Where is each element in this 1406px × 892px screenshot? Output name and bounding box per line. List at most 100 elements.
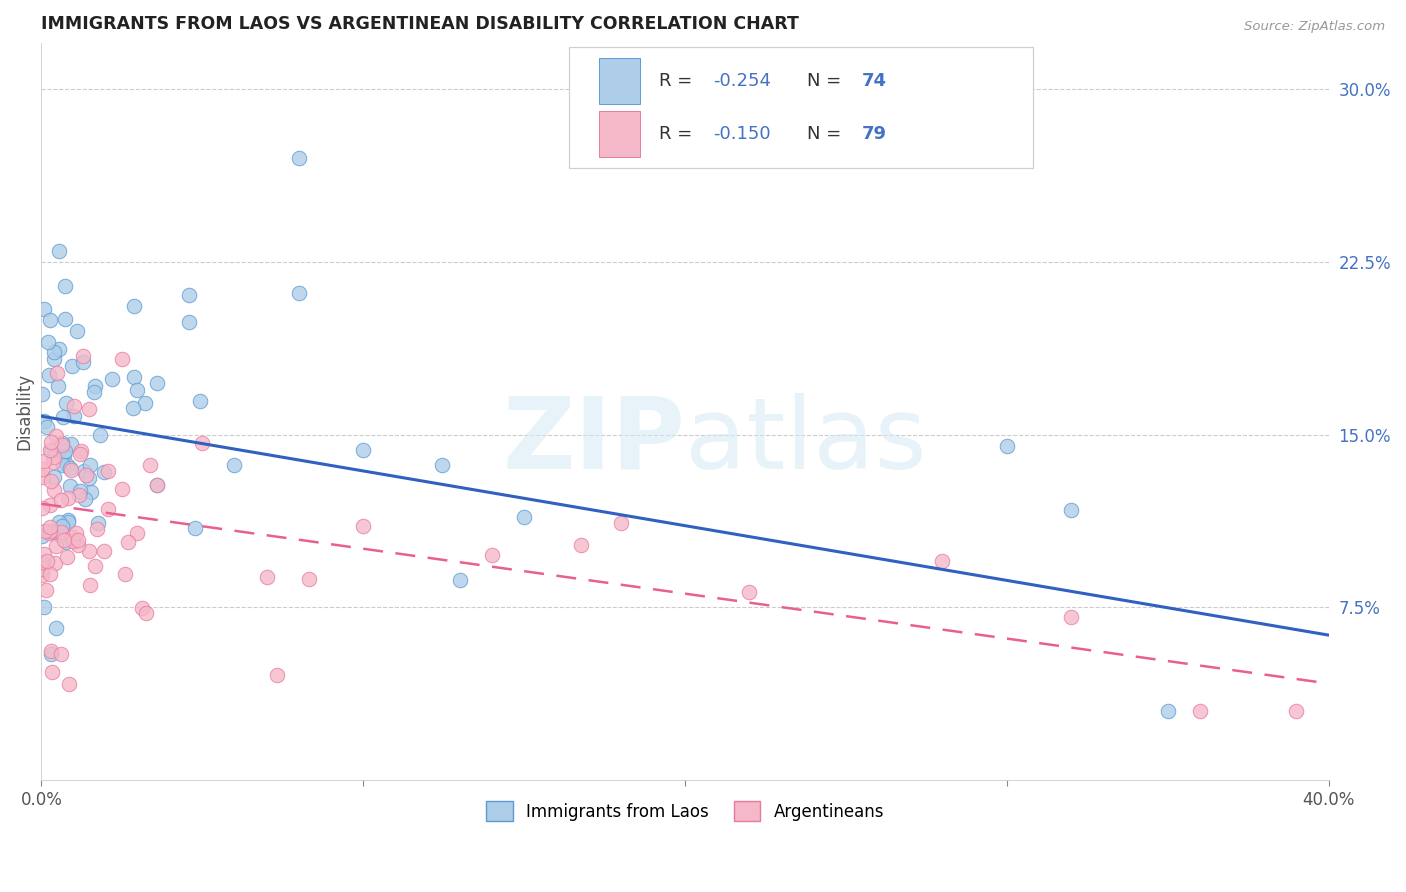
Point [49, 648, 72, 662]
Point [32, 413, 55, 427]
Point [53, 312, 76, 326]
Point [37, 334, 59, 349]
Point [65, 525, 87, 540]
Point [41, 665, 63, 679]
Point [58, 491, 80, 505]
Point [39, 520, 62, 534]
Point [139, 458, 162, 472]
Point [117, 534, 139, 549]
Point [51, 435, 73, 450]
Point [45, 366, 67, 380]
Point [49, 524, 72, 539]
Point [1060, 610, 1083, 624]
Point [32, 454, 55, 468]
Point [97, 501, 120, 516]
Point [32, 469, 55, 483]
Point [75, 467, 97, 482]
Point [77, 471, 100, 485]
Point [44, 352, 66, 367]
Point [42, 470, 65, 484]
Point [609, 516, 631, 530]
Point [39, 644, 62, 658]
Text: 79: 79 [862, 125, 886, 143]
FancyBboxPatch shape [569, 46, 1032, 169]
Point [35, 582, 58, 597]
Point [75, 491, 97, 506]
Point [55, 535, 77, 549]
Point [58, 677, 80, 691]
Point [190, 436, 212, 450]
Point [93, 465, 115, 479]
Y-axis label: Disability: Disability [15, 373, 32, 450]
Point [449, 574, 471, 588]
Point [52, 458, 75, 472]
Point [42, 345, 65, 359]
Text: R =: R = [659, 125, 699, 143]
Point [31, 387, 53, 401]
Point [513, 509, 536, 524]
Text: N =: N = [807, 125, 848, 143]
Point [481, 548, 503, 562]
Point [39, 442, 62, 457]
Text: -0.254: -0.254 [713, 72, 772, 90]
Point [62, 534, 84, 549]
Point [51, 438, 73, 452]
Point [63, 399, 86, 413]
Point [34, 524, 56, 538]
Point [48, 244, 70, 259]
Point [111, 351, 134, 366]
Point [131, 601, 153, 615]
Point [30, 555, 52, 569]
Point [32, 556, 55, 570]
Text: Source: ZipAtlas.com: Source: ZipAtlas.com [1244, 20, 1385, 33]
Point [79, 458, 101, 473]
Point [66, 533, 89, 548]
Point [39, 498, 62, 512]
Point [1285, 704, 1308, 718]
Point [77, 402, 100, 417]
Point [35, 420, 58, 434]
Point [53, 443, 76, 458]
Point [42, 455, 65, 469]
Point [84, 559, 107, 574]
Point [48, 343, 70, 357]
Point [48, 516, 70, 530]
Point [111, 482, 134, 496]
Bar [599, 111, 640, 157]
Point [1060, 503, 1083, 517]
Point [53, 279, 76, 293]
Point [45, 539, 67, 553]
Point [56, 515, 79, 529]
Point [31, 501, 53, 516]
Point [32, 599, 55, 614]
Point [89, 427, 111, 442]
Point [100, 371, 122, 385]
Point [42, 483, 65, 497]
Point [72, 349, 94, 363]
Point [738, 584, 761, 599]
Point [179, 316, 201, 330]
Point [183, 521, 205, 535]
Point [53, 533, 76, 547]
Point [51, 493, 73, 508]
Text: atlas: atlas [685, 392, 927, 490]
Point [41, 443, 63, 458]
Point [256, 570, 278, 584]
Point [352, 442, 374, 457]
Text: -0.150: -0.150 [713, 125, 770, 143]
Point [127, 525, 149, 540]
Point [121, 401, 143, 415]
Point [42, 450, 65, 464]
Point [39, 647, 62, 661]
Point [56, 549, 79, 564]
Point [60, 530, 83, 544]
Text: R =: R = [659, 72, 699, 90]
Point [67, 488, 90, 502]
Point [45, 428, 67, 442]
Text: IMMIGRANTS FROM LAOS VS ARGENTINEAN DISABILITY CORRELATION CHART: IMMIGRANTS FROM LAOS VS ARGENTINEAN DISA… [41, 15, 799, 33]
Point [86, 522, 108, 536]
Point [995, 439, 1018, 453]
Point [60, 436, 83, 450]
Point [69, 447, 91, 461]
Point [39, 567, 62, 582]
